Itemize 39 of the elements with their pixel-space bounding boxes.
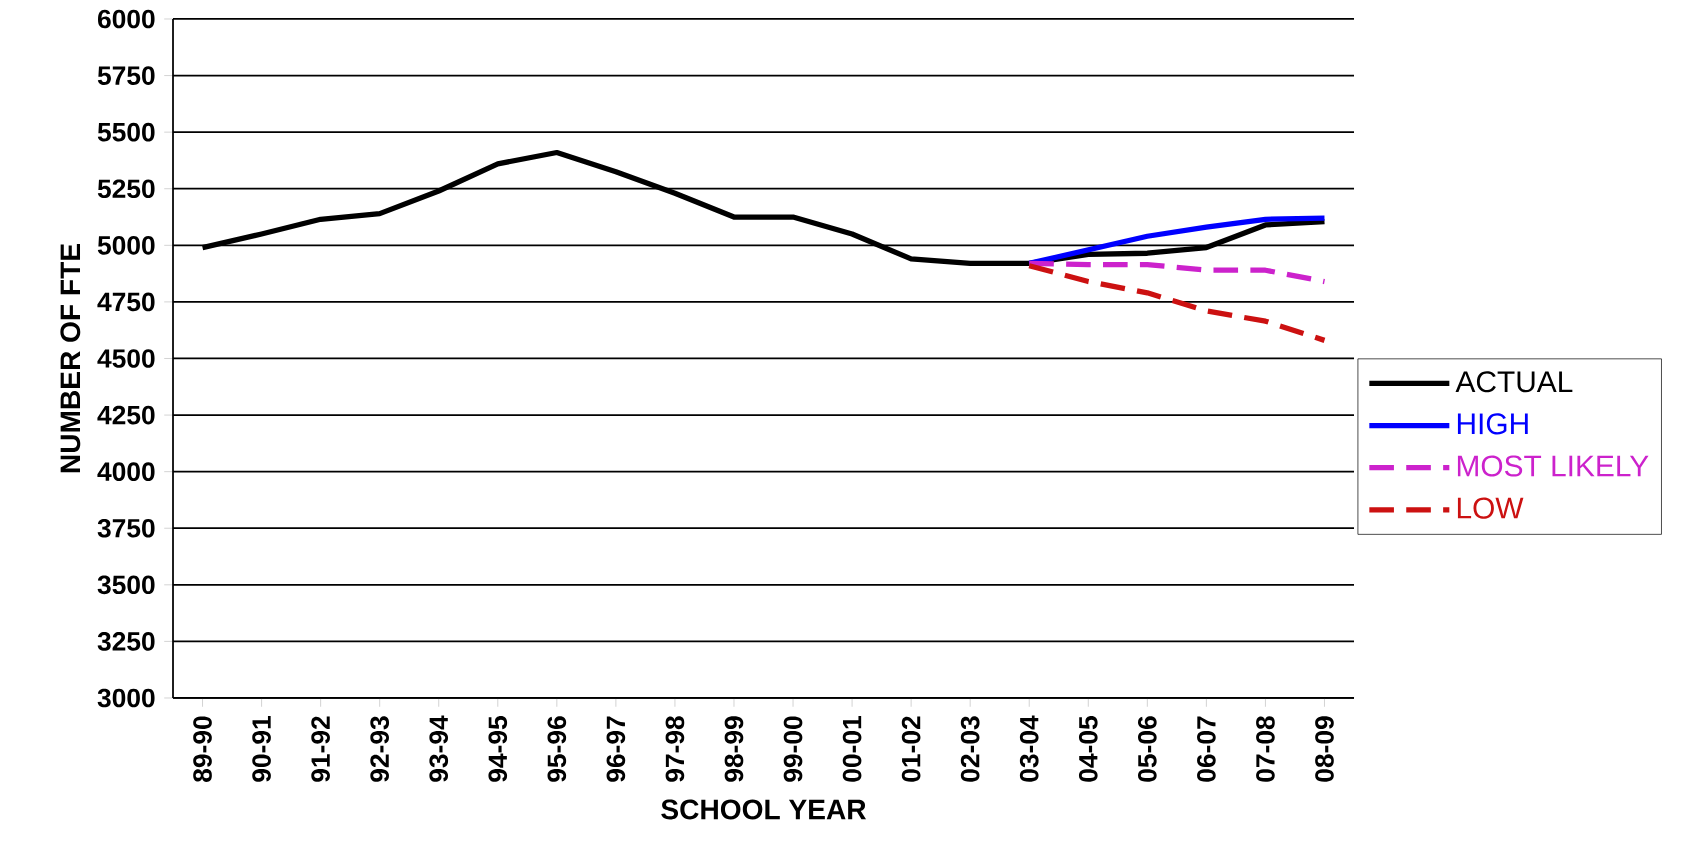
- legend-label: HIGH: [1457, 413, 1528, 435]
- x-tick-label: 97-98: [665, 716, 685, 782]
- x-axis-title: SCHOOL YEAR: [661, 799, 867, 820]
- x-tick-label: 93-94: [429, 715, 449, 782]
- x-tick-label: 02-03: [960, 716, 980, 782]
- x-tick-label: 96-97: [606, 716, 626, 782]
- x-tick-label: 05-06: [1138, 716, 1157, 782]
- y-tick-label: 5500: [97, 122, 155, 142]
- x-tick-label: 08-09: [1315, 716, 1334, 782]
- y-tick-label: 5250: [97, 179, 155, 199]
- x-tick-label: 00-01: [842, 716, 862, 782]
- x-tick-label: 06-07: [1197, 716, 1216, 782]
- y-axis-title: NUMBER OF FTE: [60, 244, 81, 473]
- y-tick-label: 5750: [97, 66, 155, 85]
- x-tick-label: 95-96: [547, 716, 567, 782]
- x-tick-label: 89-90: [193, 716, 212, 782]
- x-tick-label: 04-05: [1078, 716, 1098, 782]
- y-tick-label: 3250: [97, 632, 155, 651]
- y-tick-label: 4750: [97, 292, 155, 312]
- x-tick-label: 90-91: [252, 716, 271, 782]
- y-tick-label: 3500: [97, 575, 155, 595]
- y-tick-label: 4000: [97, 462, 155, 481]
- x-tick-label: 01-02: [901, 716, 921, 782]
- y-tick-label: 6000: [98, 9, 155, 29]
- y-tick-label: 3000: [97, 688, 155, 708]
- x-tick-label: 07-08: [1256, 716, 1275, 782]
- legend-label: MOST LIKELY: [1457, 455, 1649, 477]
- y-tick-label: 4250: [97, 405, 155, 425]
- x-tick-label: 91-92: [311, 716, 330, 782]
- y-tick-label: 4500: [97, 349, 155, 368]
- legend-label: ACTUAL: [1455, 371, 1573, 393]
- x-tick-label: 94-95: [488, 716, 508, 782]
- x-tick-label: 99-00: [783, 716, 803, 782]
- x-tick-label: 98-99: [724, 716, 744, 782]
- y-tick-label: 5000: [97, 235, 155, 255]
- legend-label: LOW: [1457, 497, 1524, 519]
- x-tick-label: 03-04: [1019, 715, 1039, 782]
- y-tick-label: 3750: [97, 518, 155, 538]
- x-tick-label: 92-93: [370, 716, 390, 782]
